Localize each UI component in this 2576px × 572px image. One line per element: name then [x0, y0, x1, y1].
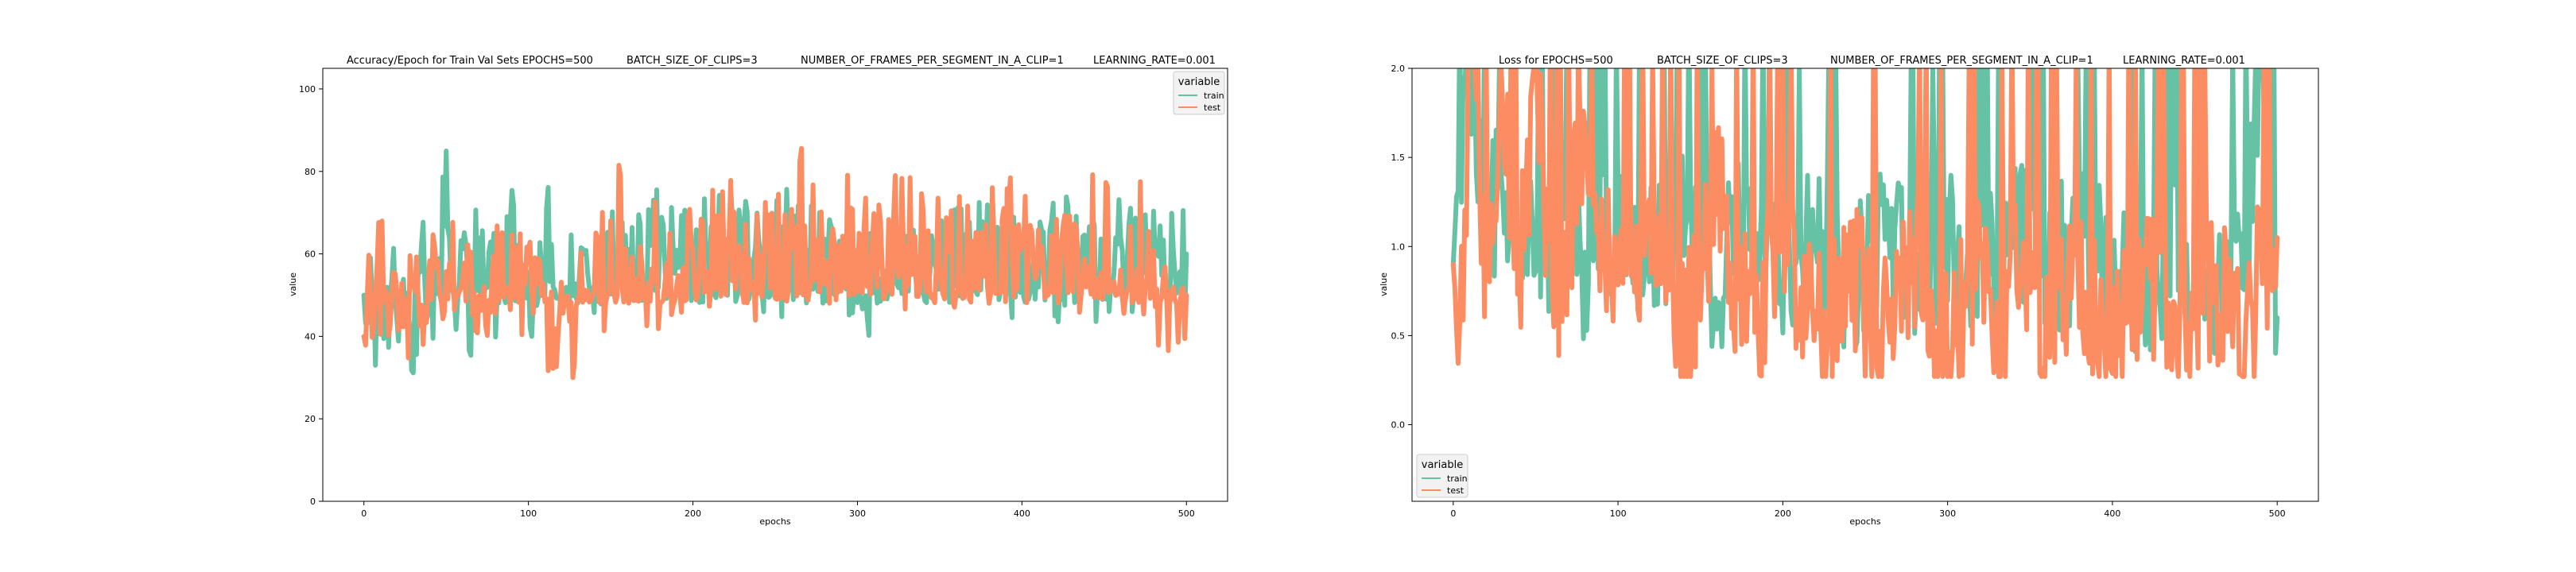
loss-x-tick-label: 200: [1775, 508, 1791, 519]
accuracy-y-tick-label: 20: [305, 414, 316, 424]
loss-legend-box: [1416, 454, 1468, 498]
accuracy-legend-title: variable: [1178, 76, 1220, 88]
accuracy-test-line: [361, 145, 1189, 381]
loss-title-part-3: NUMBER_OF_FRAMES_PER_SEGMENT_IN_A_CLIP=1: [1830, 55, 2093, 67]
loss-chart: Loss for EPOCHS=500 BATCH_SIZE_OF_CLIPS=…: [1379, 55, 2319, 527]
loss-y-tick-label: 0.0: [1391, 420, 1406, 431]
loss-legend-test-label: test: [1447, 485, 1465, 496]
loss-x-tick-label: 0: [1450, 508, 1456, 519]
loss-y-tick-label: 1.5: [1391, 153, 1406, 163]
accuracy-x-tick-label: 400: [1014, 508, 1030, 519]
loss-x-tick-label: 400: [2104, 508, 2120, 519]
accuracy-x-ticks: 0 100 200 300 400 500: [361, 501, 1195, 519]
accuracy-y-tick-label: 0: [310, 497, 316, 507]
accuracy-chart: Accuracy/Epoch for Train Val Sets EPOCHS…: [288, 55, 1228, 527]
loss-legend: variable train test: [1416, 454, 1468, 498]
loss-axes-frame: [1411, 68, 2319, 502]
accuracy-y-tick-label: 60: [305, 249, 316, 260]
loss-x-tick-label: 300: [1939, 508, 1956, 519]
loss-y-ticks: 0.0 0.5 1.0 1.5 2.0: [1391, 64, 1412, 431]
accuracy-y-axis-label: value: [288, 272, 298, 296]
loss-y-axis-label: value: [1379, 272, 1389, 296]
accuracy-plot-area: [361, 145, 1189, 381]
loss-test-line: [1450, 68, 2280, 379]
accuracy-y-ticks: 0 20 40 60 80 100: [299, 84, 323, 507]
loss-title-part-1: Loss for EPOCHS=500: [1499, 55, 1613, 67]
accuracy-title-part-1: Accuracy/Epoch for Train Val Sets EPOCHS…: [347, 55, 593, 67]
loss-plot-area: [1450, 68, 2280, 379]
accuracy-y-tick-label: 40: [305, 331, 316, 342]
loss-title-part-4: LEARNING_RATE=0.001: [2123, 55, 2245, 67]
loss-title-part-2: BATCH_SIZE_OF_CLIPS=3: [1657, 55, 1788, 67]
accuracy-y-tick-label: 80: [305, 167, 316, 177]
accuracy-x-tick-label: 300: [849, 508, 866, 519]
loss-y-tick-label: 1.0: [1391, 242, 1406, 252]
accuracy-legend-test-label: test: [1204, 102, 1221, 113]
accuracy-title-part-2: BATCH_SIZE_OF_CLIPS=3: [627, 55, 758, 67]
accuracy-title-part-4: LEARNING_RATE=0.001: [1093, 55, 1216, 67]
accuracy-title: Accuracy/Epoch for Train Val Sets EPOCHS…: [347, 55, 1216, 67]
loss-x-axis-label: epochs: [1849, 516, 1880, 527]
loss-y-tick-label: 0.5: [1391, 330, 1406, 341]
loss-x-ticks: 0 100 200 300 400 500: [1450, 501, 2286, 519]
accuracy-x-axis-label: epochs: [759, 516, 790, 527]
accuracy-x-tick-label: 500: [1178, 508, 1195, 519]
accuracy-legend-train-label: train: [1204, 91, 1224, 101]
accuracy-x-tick-label: 200: [685, 508, 701, 519]
loss-x-tick-label: 500: [2269, 508, 2286, 519]
accuracy-x-tick-label: 100: [520, 508, 537, 519]
accuracy-x-tick-label: 0: [361, 508, 367, 519]
accuracy-title-part-3: NUMBER_OF_FRAMES_PER_SEGMENT_IN_A_CLIP=1: [801, 55, 1064, 67]
loss-title: Loss for EPOCHS=500 BATCH_SIZE_OF_CLIPS=…: [1499, 55, 2245, 67]
loss-x-tick-label: 100: [1610, 508, 1627, 519]
loss-legend-train-label: train: [1447, 473, 1468, 484]
accuracy-legend: variable train test: [1173, 71, 1225, 115]
accuracy-axes-frame: [322, 68, 1228, 502]
accuracy-legend-box: [1173, 71, 1225, 115]
loss-y-tick-label: 2.0: [1391, 64, 1406, 74]
loss-legend-title: variable: [1422, 459, 1463, 471]
accuracy-y-tick-label: 100: [299, 84, 316, 95]
